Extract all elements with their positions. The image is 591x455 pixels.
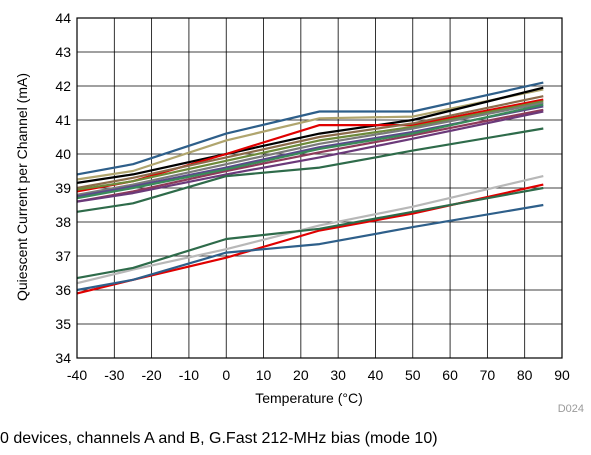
series-line-10 [76, 110, 544, 203]
series-line-7 [76, 101, 544, 196]
series-line-12 [76, 127, 544, 213]
series-line-2 [76, 88, 544, 181]
series-line-6 [76, 100, 544, 191]
plot-area-frame [76, 17, 563, 359]
y-axis-label: Quiescent Current per Channel (mA) [14, 73, 30, 301]
series-line-13 [76, 175, 544, 285]
y-tick-label: 36 [55, 282, 71, 298]
y-tick-label: 37 [55, 248, 71, 264]
x-tick-label: 40 [368, 367, 384, 383]
series-line-16 [76, 203, 544, 292]
x-tick-label: 50 [405, 367, 421, 383]
x-tick-label: -30 [104, 367, 124, 383]
x-tick-label: -10 [179, 367, 199, 383]
figure-code: D024 [558, 403, 584, 415]
x-tick-label: 20 [293, 367, 309, 383]
series-lines [76, 81, 544, 295]
x-tick-label: 0 [222, 367, 230, 383]
y-tick-label: 41 [55, 112, 71, 128]
y-tick-label: 39 [55, 180, 71, 196]
series-line-9 [76, 108, 544, 203]
x-axis-label: Temperature (°C) [255, 390, 363, 406]
y-tick-labels: 34 35 36 37 38 39 40 41 42 43 44 [55, 10, 71, 366]
x-tick-label: 10 [256, 367, 272, 383]
y-tick-label: 44 [55, 10, 71, 26]
series-line-3 [76, 86, 544, 184]
series-line-15 [76, 186, 544, 280]
y-tick-label: 38 [55, 214, 71, 230]
x-tick-label: 70 [480, 367, 496, 383]
x-tick-label: 30 [330, 367, 346, 383]
series-line-8 [76, 105, 544, 198]
y-tick-label: 42 [55, 78, 71, 94]
y-tick-label: 34 [55, 350, 71, 366]
y-tick-label: 43 [55, 44, 71, 60]
y-tick-label: 40 [55, 146, 71, 162]
series-line-1 [76, 81, 544, 176]
figure-caption: 0 devices, channels A and B, G.Fast 212-… [0, 430, 438, 447]
series-line-11 [76, 103, 544, 200]
y-tick-label: 35 [55, 316, 71, 332]
x-tick-labels: -40 -30 -20 -10 0 10 20 30 40 50 60 70 80 90 [67, 367, 570, 383]
x-tick-label: -20 [141, 367, 161, 383]
series-line-5 [76, 95, 544, 190]
x-tick-label: 60 [442, 367, 458, 383]
x-tick-label: 80 [517, 367, 533, 383]
x-tick-label: 90 [554, 367, 570, 383]
x-tick-label: -40 [67, 367, 87, 383]
